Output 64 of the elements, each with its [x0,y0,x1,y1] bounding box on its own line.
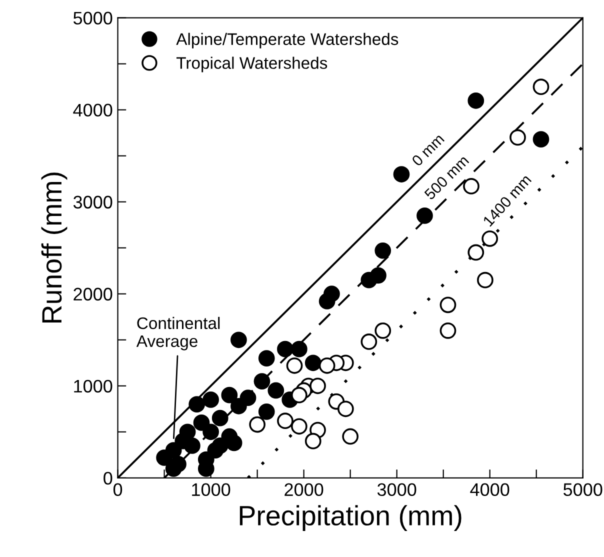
point [374,322,392,339]
point [254,373,270,390]
point [463,178,480,194]
point [230,398,247,414]
point [290,340,308,358]
point [318,357,336,374]
point [337,400,354,418]
point [393,166,410,182]
y-axis-title: Runoff (mm) [41,172,68,323]
point [184,438,200,454]
point [468,92,484,109]
point [212,410,228,426]
point [193,414,210,431]
x-tick-label: 3000 [377,483,416,496]
point [360,272,378,288]
legend-label: Tropical Watersheds [176,56,328,72]
point [249,416,266,433]
y-tick-label: 3000 [73,196,112,209]
annotation: 0 mm [411,133,445,167]
point [342,428,359,445]
y-tick-label: 0 [104,472,112,485]
point [360,334,378,350]
point [277,340,294,358]
point [230,332,247,348]
point [258,350,275,366]
point [258,403,275,420]
y-tick-label: 2000 [74,288,112,301]
point [188,396,206,412]
point [532,78,550,96]
point [290,418,308,435]
x-axis-title: Precipitation (mm) [240,505,462,532]
y-tick-label: 5000 [73,12,112,25]
point [374,242,392,259]
point [318,293,336,310]
annotation: Continental Average [136,316,220,350]
point [207,442,224,458]
point [510,129,526,146]
y-tick-label: 1000 [74,380,112,393]
point [304,432,322,450]
point [416,207,433,224]
x-tick-label: 4000 [470,483,510,496]
point [156,449,172,466]
point [440,296,456,314]
point [440,322,456,339]
point [277,412,294,430]
x-tick-label: 0 [113,483,122,496]
point [477,272,494,288]
point [268,382,284,399]
point [202,392,219,408]
point [286,357,303,374]
point [221,386,238,404]
y-tick-label: 4000 [73,104,112,117]
point [532,131,550,148]
legend-label: Alpine/Temperate Watersheds [176,32,398,48]
point [310,378,326,394]
x-tick-label: 5000 [564,483,602,496]
point [468,244,484,261]
point [482,230,498,247]
point [202,424,219,440]
x-tick-label: 2000 [284,483,324,496]
point [304,354,322,372]
point [290,386,308,404]
point [226,434,242,452]
x-tick-label: 1000 [192,483,230,496]
